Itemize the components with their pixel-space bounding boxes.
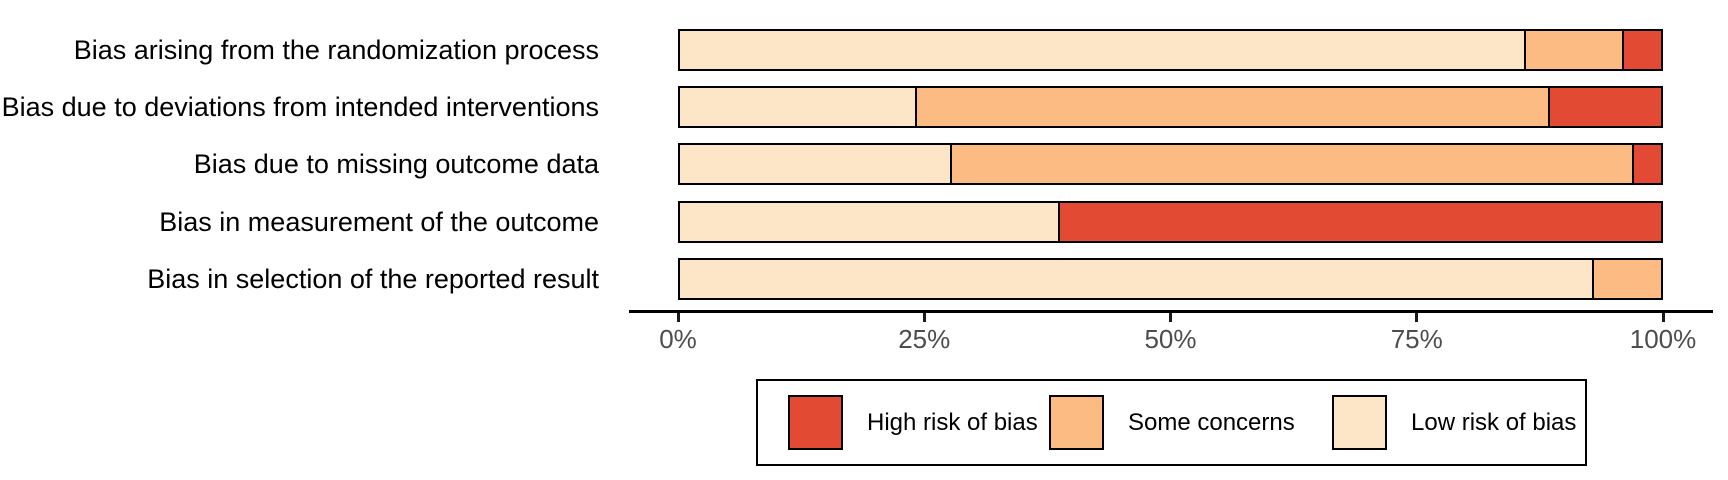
bar-segment-low-risk [680,88,916,126]
bar-row [678,86,1663,128]
category-label: Bias arising from the randomization proc… [73,35,599,65]
x-axis-tick-label: 25% [898,324,951,354]
bar-row [678,29,1663,71]
legend-box: High risk of bias Some concerns Low risk o… [756,379,1587,466]
legend-entry-some_concerns: Some concerns [1049,381,1295,464]
x-axis-tick [1415,313,1419,322]
bar-segment-low-risk [680,260,1593,298]
bar-row [678,201,1663,243]
x-axis-tick [676,313,680,322]
bar-segment-some-concerns [1523,31,1622,69]
legend-entry-low_risk: Low risk of bias [1332,381,1576,464]
bar-segment-high-risk [1057,203,1661,241]
bar-segment-some-concerns [915,88,1549,126]
x-axis-tick-label: 50% [1144,324,1197,354]
bar-row [678,143,1663,185]
legend-swatch-some_concerns [1049,395,1104,450]
x-axis-tick [1169,313,1172,322]
x-axis-tick-label: 75% [1390,324,1443,354]
legend-label: Low risk of bias [1411,408,1577,436]
bar-segment-low-risk [680,203,1058,241]
bar-segment-low-risk [680,31,1524,69]
x-axis-tick [922,313,926,322]
legend-entry-high_risk: High risk of bias [788,381,1038,464]
category-label: Bias in selection of the reported result [147,264,599,294]
bar-segment-some-concerns [949,145,1632,183]
bar-row [678,258,1663,300]
category-label: Bias in measurement of the outcome [159,207,599,237]
bar-segment-high-risk [1548,88,1661,126]
category-label: Bias due to deviations from intended int… [1,92,599,122]
bar-segment-high-risk [1621,31,1661,69]
bar-segment-low-risk [680,145,950,183]
x-axis-tick-label: 0% [659,324,697,354]
category-label: Bias due to missing outcome data [193,149,599,179]
legend-swatch-low_risk [1332,395,1387,450]
x-axis-tick [1661,313,1665,322]
legend-swatch-high_risk [788,395,843,450]
x-axis-line [629,310,1713,313]
bar-segment-some-concerns [1592,260,1661,298]
bar-segment-high-risk [1631,145,1661,183]
legend-label: High risk of bias [867,408,1038,436]
x-axis-tick-label: 100% [1629,324,1697,354]
legend-label: Some concerns [1128,408,1295,436]
